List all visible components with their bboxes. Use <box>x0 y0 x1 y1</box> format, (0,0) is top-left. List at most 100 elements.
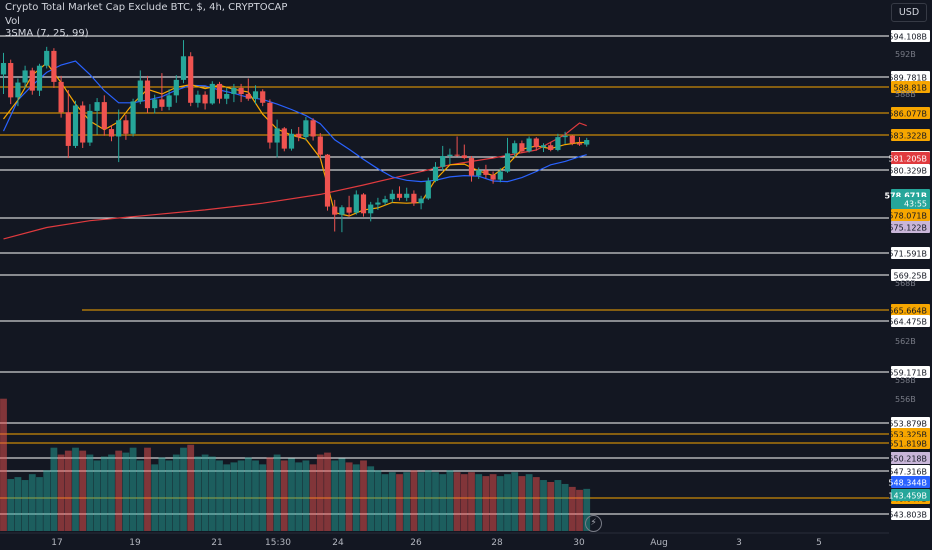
volume-bar <box>432 472 439 531</box>
price-axis-tick: 558B <box>895 376 916 385</box>
price-level-badge <box>891 129 930 141</box>
candle-body <box>22 70 28 83</box>
price-badge-label: 43:55 <box>904 200 927 209</box>
lightning-bolt-icon[interactable]: ⚡ <box>585 515 602 532</box>
candle-body <box>432 166 439 181</box>
volume-bar <box>381 474 389 531</box>
time-axis-label: 5 <box>816 538 822 548</box>
volume-bar <box>439 474 447 531</box>
price-badge-label: 578.671B <box>884 192 927 201</box>
price-axis-tick: 592B <box>895 50 916 59</box>
volume-bar <box>223 464 231 531</box>
candle-body <box>252 91 259 99</box>
volume-indicator-label[interactable]: Vol <box>5 16 20 27</box>
price-level-label: 588.81B <box>894 84 927 93</box>
candle-body <box>519 143 525 152</box>
volume-bar <box>93 460 101 531</box>
candle-body <box>584 140 590 145</box>
candle-body <box>116 120 122 137</box>
candle-body <box>260 91 266 103</box>
price-badge-label: 575.122B <box>888 224 927 233</box>
volume-bar <box>108 454 115 531</box>
price-level-label: 586.077B <box>888 110 927 119</box>
price-level-label: 583.322B <box>888 132 927 141</box>
volume-bar <box>511 472 519 531</box>
candle-body <box>360 194 367 214</box>
volume-bar <box>482 476 490 531</box>
candle-body <box>36 65 43 91</box>
volume-bar <box>475 474 483 531</box>
candle-body <box>512 143 518 154</box>
volume-bar <box>180 447 187 531</box>
volume-bar <box>79 450 87 531</box>
candle-body <box>224 94 230 99</box>
candle-body <box>332 206 338 215</box>
candle-body <box>209 83 215 104</box>
price-level-label: 553.879B <box>888 420 927 429</box>
volume-bar <box>280 460 288 531</box>
volume-bar <box>151 464 159 531</box>
price-level-label: 551.819B <box>888 440 927 449</box>
candle-body <box>418 198 424 204</box>
price-badge-label: 550.218B <box>888 455 927 464</box>
volume-bar <box>122 452 130 531</box>
volume-bar <box>295 462 303 531</box>
currency-button[interactable]: USD <box>891 3 927 22</box>
price-badge <box>891 197 930 209</box>
price-level-badge <box>891 30 930 42</box>
price-badge-label: 578.071B <box>888 212 927 221</box>
candle-body <box>152 99 158 109</box>
price-level-badge <box>891 465 930 477</box>
price-badge-label: 143.459B <box>888 492 927 501</box>
price-level-label: 589.781B <box>888 74 927 83</box>
candle-body <box>144 80 151 109</box>
sma-indicator-label[interactable]: 3SMA (7, 25, 99) <box>5 28 89 39</box>
candle-body <box>296 133 302 138</box>
price-axis-tick: 556B <box>895 395 916 404</box>
price-axis-tick: 588B <box>895 90 916 99</box>
candle-body <box>483 170 489 175</box>
price-level-badge <box>891 437 930 449</box>
price-level-label: 564.475B <box>888 318 927 327</box>
candle-body <box>15 82 21 98</box>
volume-bar <box>86 454 94 531</box>
candle-body <box>281 128 287 149</box>
volume-bar <box>43 470 51 531</box>
price-level-label: 565.664B <box>888 307 927 316</box>
volume-bar <box>446 470 454 531</box>
sma-25-line <box>2 60 587 183</box>
candle-body <box>159 99 165 107</box>
volume-bar <box>396 474 403 531</box>
volume-bar <box>129 447 137 531</box>
volume-bar <box>424 470 432 531</box>
volume-bar <box>237 460 245 531</box>
candle-body <box>353 194 359 213</box>
time-axis[interactable]: 17 19 21 15:30 24 26 28 30 Aug 3 5 <box>0 532 889 548</box>
moving-averages <box>2 60 587 240</box>
volume-bar <box>460 474 468 531</box>
price-badge <box>891 489 930 501</box>
candle-body <box>173 79 179 96</box>
volume-bar <box>496 476 504 531</box>
volume-bar <box>518 476 526 531</box>
volume-bar <box>338 458 346 531</box>
price-level-label: 559.171B <box>888 369 927 378</box>
level-lines <box>0 35 889 515</box>
time-axis-label: 21 <box>211 538 222 548</box>
time-axis-label: Aug <box>650 538 668 548</box>
volume-bar <box>568 486 576 531</box>
volume-bar <box>252 460 259 531</box>
candle-body <box>245 94 251 99</box>
volume-bar <box>14 477 22 531</box>
volume-bar <box>403 472 411 531</box>
volume-bar <box>367 466 375 531</box>
volume-bar <box>468 472 475 531</box>
candle-body <box>339 207 345 215</box>
candlesticks <box>0 40 590 233</box>
volume-bar <box>316 454 324 531</box>
price-level-label: 580.329B <box>888 167 927 176</box>
candle-body <box>195 94 201 103</box>
volume-bars <box>0 398 591 531</box>
